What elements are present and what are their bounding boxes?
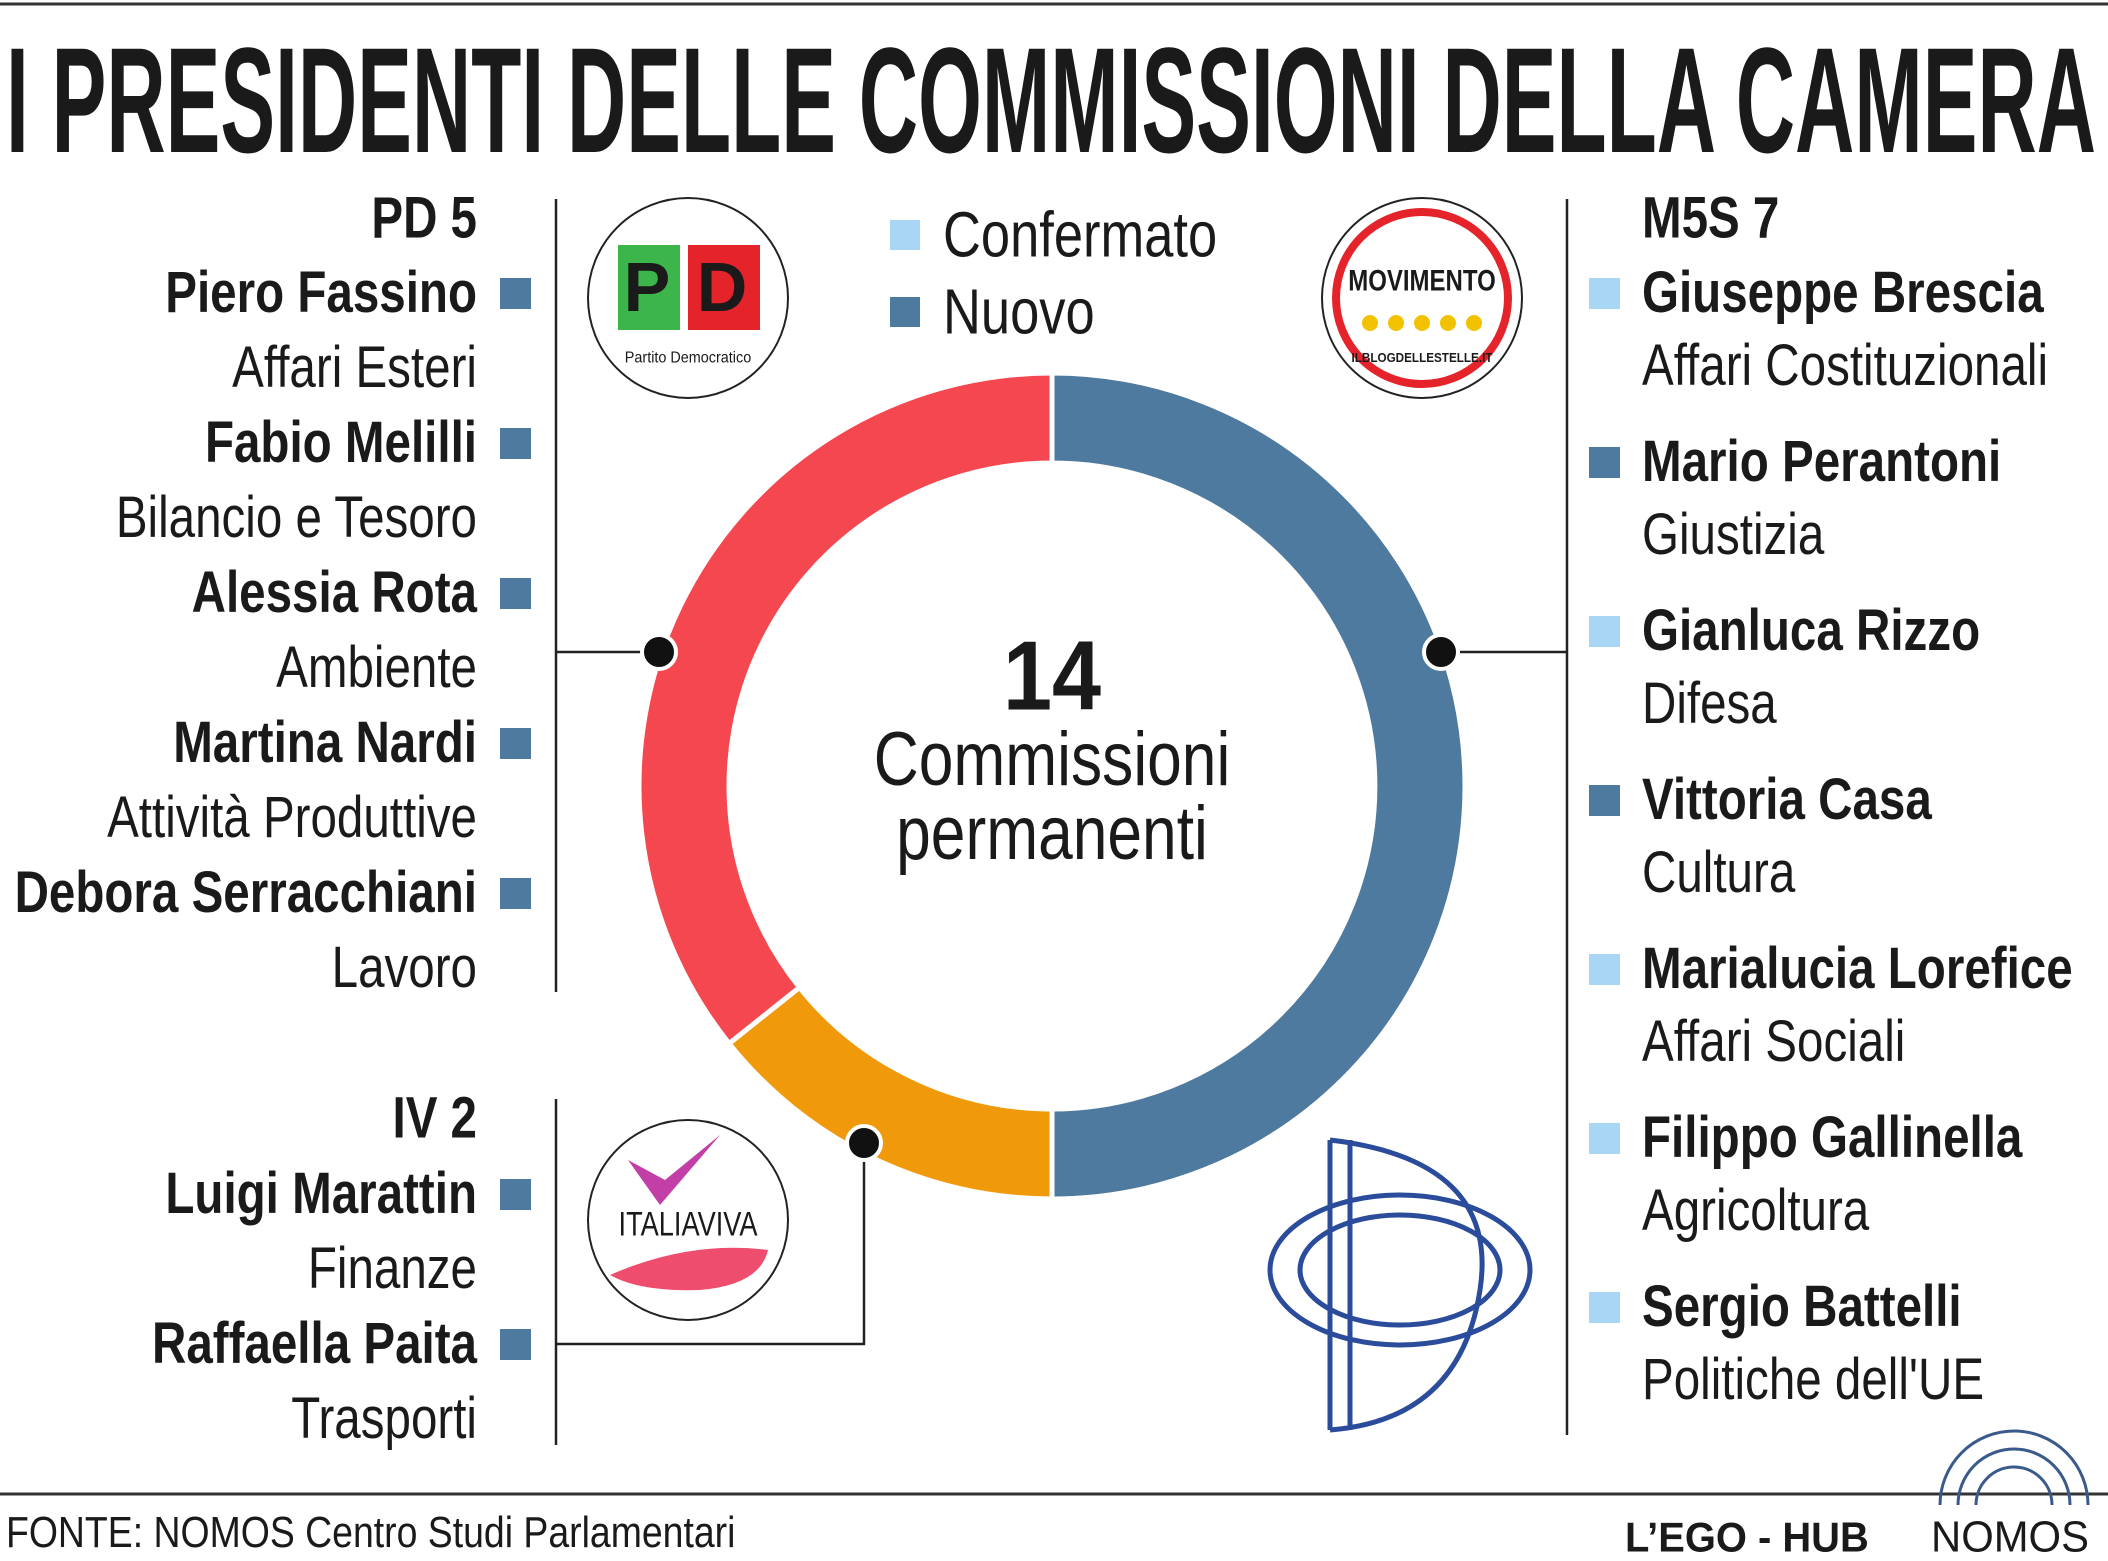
member-commission: Affari Sociali bbox=[1642, 1010, 1905, 1075]
party-name: PD bbox=[371, 186, 437, 251]
logo-text: MOVIMENTO bbox=[1348, 263, 1496, 297]
svg-text:P: P bbox=[624, 248, 671, 326]
status-marker bbox=[1589, 1292, 1620, 1323]
legend-swatch bbox=[890, 220, 920, 250]
member-name: Luigi Marattin bbox=[165, 1162, 477, 1227]
member-commission: Bilancio e Tesoro bbox=[116, 486, 477, 551]
member-commission: Giustizia bbox=[1642, 503, 1825, 568]
nomos-logo: NOMOS bbox=[1931, 1512, 2089, 1561]
connector-dot bbox=[845, 1124, 883, 1162]
center-total: 14 bbox=[1003, 621, 1101, 730]
member-name: Alessia Rota bbox=[192, 561, 478, 626]
center-label: Commissioni bbox=[874, 716, 1231, 801]
status-marker bbox=[500, 878, 531, 909]
group-header: IV 2 bbox=[393, 1086, 477, 1151]
status-marker bbox=[500, 1179, 531, 1210]
status-marker bbox=[1589, 785, 1620, 816]
member-commission: Attività Produttive bbox=[107, 786, 477, 851]
source: FONTE: NOMOS Centro Studi Parlamentari bbox=[6, 1507, 735, 1557]
member-name: Gianluca Rizzo bbox=[1642, 599, 1980, 664]
member-name: Marialucia Lorefice bbox=[1642, 937, 2073, 1002]
party-count: 5 bbox=[451, 186, 477, 251]
status-marker bbox=[500, 428, 531, 459]
party-count: 2 bbox=[451, 1086, 477, 1151]
member-commission: Agricoltura bbox=[1642, 1179, 1870, 1244]
member-commission: Difesa bbox=[1642, 672, 1777, 737]
member-name: Giuseppe Brescia bbox=[1642, 261, 2044, 326]
member-name: Filippo Gallinella bbox=[1642, 1106, 2023, 1171]
member-name: Raffaella Paita bbox=[152, 1312, 477, 1377]
donut-segment bbox=[636, 370, 1055, 1048]
m5s-logo bbox=[1321, 197, 1523, 399]
connector bbox=[556, 1143, 866, 1346]
member-commission: Finanze bbox=[308, 1237, 477, 1302]
group-header: M5S 7 bbox=[1642, 186, 1779, 251]
member-name: Mario Perantoni bbox=[1642, 430, 2001, 495]
status-marker bbox=[500, 728, 531, 759]
status-marker bbox=[1589, 447, 1620, 478]
logo-text: Partito Democratico bbox=[625, 349, 751, 367]
party-name: M5S bbox=[1642, 186, 1740, 251]
donut-segment bbox=[725, 983, 1055, 1202]
legend-label: Nuovo bbox=[943, 276, 1095, 347]
status-marker bbox=[500, 1329, 531, 1360]
connector-dot bbox=[640, 633, 678, 671]
chamber-emblem bbox=[1267, 1137, 1533, 1433]
brand: L’EGO - HUB bbox=[1625, 1513, 1869, 1560]
member-name: Piero Fassino bbox=[165, 261, 477, 326]
member-name: Fabio Melilli bbox=[205, 411, 477, 476]
legend-swatch bbox=[890, 297, 920, 327]
party-name: IV bbox=[393, 1086, 438, 1151]
member-commission: Ambiente bbox=[276, 636, 477, 701]
pd-logo: P D bbox=[587, 197, 789, 399]
logo-text: ILBLOGDELLESTELLE.IT bbox=[1352, 351, 1493, 366]
member-commission: Politiche dell'UE bbox=[1642, 1348, 1984, 1413]
nomos-emblem bbox=[1938, 1429, 2090, 1506]
status-marker bbox=[500, 278, 531, 309]
title: I PRESIDENTI DELLE COMMISSIONI DELLA CAM… bbox=[6, 16, 2096, 184]
member-commission: Lavoro bbox=[332, 936, 477, 1001]
member-commission: Cultura bbox=[1642, 841, 1796, 906]
party-count: 7 bbox=[1753, 186, 1779, 251]
status-marker bbox=[500, 578, 531, 609]
status-marker bbox=[1589, 954, 1620, 985]
iv-logo bbox=[587, 1119, 789, 1321]
status-marker bbox=[1589, 278, 1620, 309]
group-header: PD 5 bbox=[371, 186, 477, 251]
status-marker bbox=[1589, 616, 1620, 647]
member-name: Sergio Battelli bbox=[1642, 1275, 1962, 1340]
member-commission: Affari Esteri bbox=[232, 336, 477, 401]
donut-segment bbox=[1049, 370, 1468, 1202]
member-name: Martina Nardi bbox=[173, 711, 477, 776]
member-name: Debora Serracchiani bbox=[15, 861, 477, 926]
member-commission: Trasporti bbox=[291, 1387, 477, 1452]
center-label: permanenti bbox=[896, 790, 1208, 875]
member-name: Vittoria Casa bbox=[1642, 768, 1932, 833]
legend-label: Confermato bbox=[943, 199, 1217, 270]
connector-dot bbox=[1422, 633, 1460, 671]
svg-text:D: D bbox=[697, 248, 748, 326]
logo-text: ITALIAVIVA bbox=[619, 1205, 758, 1244]
member-commission: Affari Costituzionali bbox=[1642, 334, 2048, 399]
status-marker bbox=[1589, 1123, 1620, 1154]
